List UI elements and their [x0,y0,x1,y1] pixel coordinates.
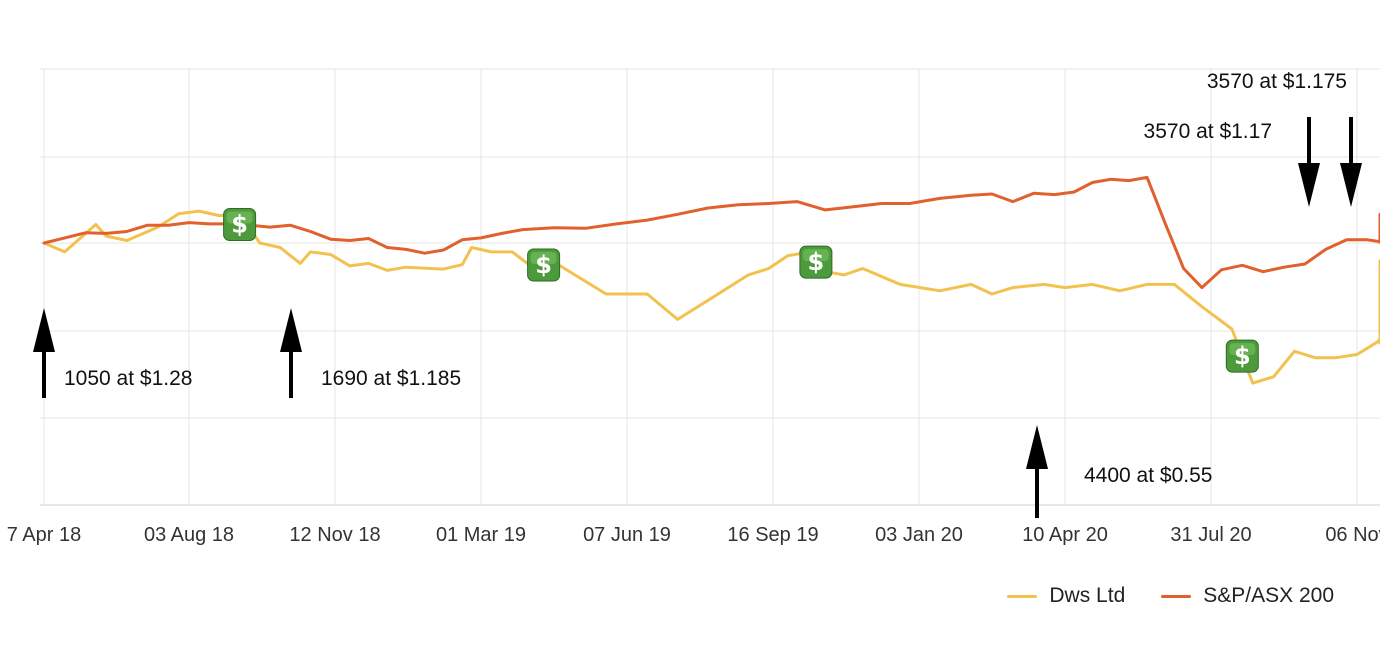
arrow-up-icon [33,308,55,352]
dollar-icon: $ [527,248,561,282]
legend-swatch-dws [1007,594,1038,598]
annotation-label: 4400 at $0.55 [1084,464,1212,487]
trade-annotation: 1050 at $1.28 [33,308,192,398]
trade-annotation: 4400 at $0.55 [1026,425,1212,518]
series-line-asx200 [42,175,1380,290]
dollar-glyph: $ [231,211,248,239]
x-tick-label: 7 Apr 18 [7,524,82,546]
legend-swatch-asx200 [1161,594,1192,598]
x-tick-label: 06 Nov [1325,524,1380,546]
x-axis-tick-labels: 7 Apr 18 03 Aug 18 12 Nov 18 01 Mar 19 07 Ju… [7,524,1380,546]
x-tick-label: 31 Jul 20 [1170,524,1251,546]
trade-annotation: 3570 at $1.175 [1207,70,1362,207]
dollar-glyph: $ [1234,342,1251,370]
x-tick-label: 07 Jun 19 [583,524,671,546]
x-tick-label: 12 Nov 18 [289,524,380,546]
legend-label-asx200: S&P/ASX 200 [1203,584,1334,607]
dollar-icon: $ [223,208,257,241]
dollar-glyph: $ [808,248,825,276]
x-tick-label: 03 Jan 20 [875,524,963,546]
annotation-label: 3570 at $1.17 [1144,120,1272,143]
x-tick-label: 03 Aug 18 [144,524,234,546]
dollar-badge-shine [226,211,253,224]
legend-label-dws: Dws Ltd [1049,584,1126,607]
dividend-markers: $$$$$ [223,208,1259,373]
legend-item-dws[interactable]: Dws Ltd [1007,584,1125,608]
dollar-icon: $ [1225,339,1259,373]
arrow-up-icon [1026,425,1048,469]
arrow-down-icon [1340,163,1362,207]
x-tick-label: 10 Apr 20 [1022,524,1108,546]
x-tick-label: 01 Mar 19 [436,524,526,546]
annotation-label: 3570 at $1.175 [1207,70,1347,93]
trade-annotations: 1050 at $1.28 1690 at $1.185 4400 at $0.55… [33,70,1362,518]
legend-item-asx200[interactable]: S&P/ASX 200 [1161,584,1334,608]
dollar-glyph: $ [535,251,552,279]
dollar-icon: $ [799,245,833,279]
chart-legend: Dws Ltd S&P/ASX 200 [1007,584,1334,608]
arrow-up-icon [280,308,302,352]
annotation-label: 1690 at $1.185 [321,367,461,390]
annotation-label: 1050 at $1.28 [64,367,192,390]
arrow-down-icon [1298,163,1320,207]
x-tick-label: 16 Sep 19 [727,524,818,546]
dollar-badge-shine [802,249,829,262]
series-line-dws [42,209,1380,385]
dollar-badge-shine [530,252,557,264]
trade-annotation: 3570 at $1.17 [1144,117,1320,207]
dollar-badge-shine [1229,343,1256,356]
trade-annotation: 1690 at $1.185 [280,308,461,398]
series-lines [42,175,1380,385]
